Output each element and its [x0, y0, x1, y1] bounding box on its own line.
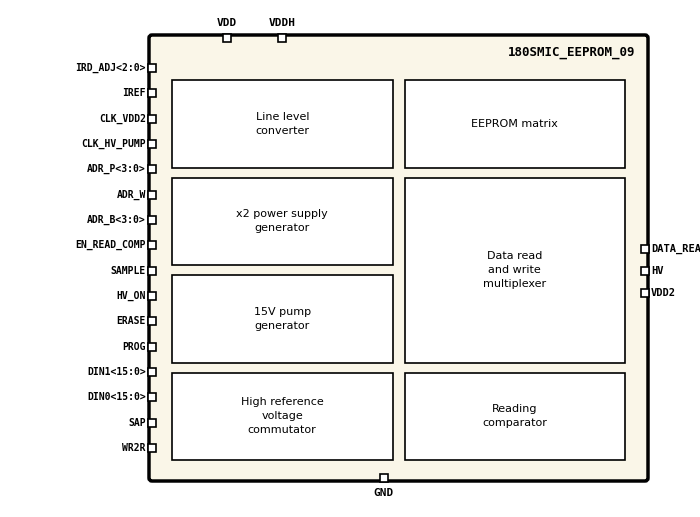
Bar — [148, 368, 156, 376]
Text: ERASE: ERASE — [117, 316, 146, 326]
Bar — [148, 267, 156, 275]
Bar — [172, 275, 393, 362]
Text: EEPROM matrix: EEPROM matrix — [471, 119, 558, 129]
Bar — [641, 267, 649, 275]
Text: DIN0<15:0>: DIN0<15:0> — [88, 392, 146, 402]
Text: SAP: SAP — [128, 418, 146, 428]
Text: DIN1<15:0>: DIN1<15:0> — [88, 367, 146, 377]
Text: VDD2: VDD2 — [651, 288, 676, 298]
Text: ADR_W: ADR_W — [117, 190, 146, 200]
Bar — [172, 80, 393, 168]
Bar — [148, 89, 156, 97]
Bar — [172, 177, 393, 265]
Bar — [641, 289, 649, 297]
Text: 180SMIC_EEPROM_09: 180SMIC_EEPROM_09 — [508, 46, 635, 59]
Text: ADR_P<3:0>: ADR_P<3:0> — [88, 164, 146, 174]
Text: Line level
converter: Line level converter — [256, 112, 309, 136]
Text: IRD_ADJ<2:0>: IRD_ADJ<2:0> — [76, 63, 146, 73]
Bar — [148, 343, 156, 351]
Bar — [405, 177, 625, 362]
Bar — [148, 165, 156, 173]
Text: x2 power supply
generator: x2 power supply generator — [237, 209, 328, 233]
Text: DATA_READ: DATA_READ — [651, 244, 700, 254]
Bar — [148, 241, 156, 249]
Bar — [148, 419, 156, 427]
Text: Reading
comparator: Reading comparator — [482, 404, 547, 428]
Text: PROG: PROG — [122, 342, 146, 352]
Text: CLK_VDD2: CLK_VDD2 — [99, 114, 146, 124]
Bar — [405, 80, 625, 168]
Bar — [148, 140, 156, 148]
Text: WR2R: WR2R — [122, 443, 146, 453]
Bar — [148, 191, 156, 199]
Text: VDD: VDD — [217, 18, 237, 28]
Bar — [148, 444, 156, 452]
Bar — [405, 373, 625, 460]
Bar — [148, 216, 156, 224]
Text: ADR_B<3:0>: ADR_B<3:0> — [88, 215, 146, 225]
Text: Data read
and write
multiplexer: Data read and write multiplexer — [483, 251, 546, 289]
Text: High reference
voltage
commutator: High reference voltage commutator — [241, 397, 323, 435]
Bar — [148, 64, 156, 72]
Bar — [148, 115, 156, 123]
Bar — [172, 373, 393, 460]
Bar — [379, 474, 388, 482]
Text: HV_ON: HV_ON — [117, 291, 146, 301]
Text: 15V pump
generator: 15V pump generator — [253, 307, 311, 331]
Bar — [148, 292, 156, 300]
FancyBboxPatch shape — [149, 35, 648, 481]
Text: IREF: IREF — [122, 88, 146, 98]
Bar — [223, 34, 231, 42]
Text: HV: HV — [651, 266, 664, 276]
Bar — [641, 245, 649, 253]
Bar — [148, 317, 156, 325]
Bar — [278, 34, 286, 42]
Text: SAMPLE: SAMPLE — [111, 266, 146, 276]
Text: VDDH: VDDH — [269, 18, 295, 28]
Text: EN_READ_COMP: EN_READ_COMP — [76, 240, 146, 250]
Text: CLK_HV_PUMP: CLK_HV_PUMP — [81, 139, 146, 149]
Text: GND: GND — [373, 488, 393, 498]
Bar — [148, 393, 156, 401]
